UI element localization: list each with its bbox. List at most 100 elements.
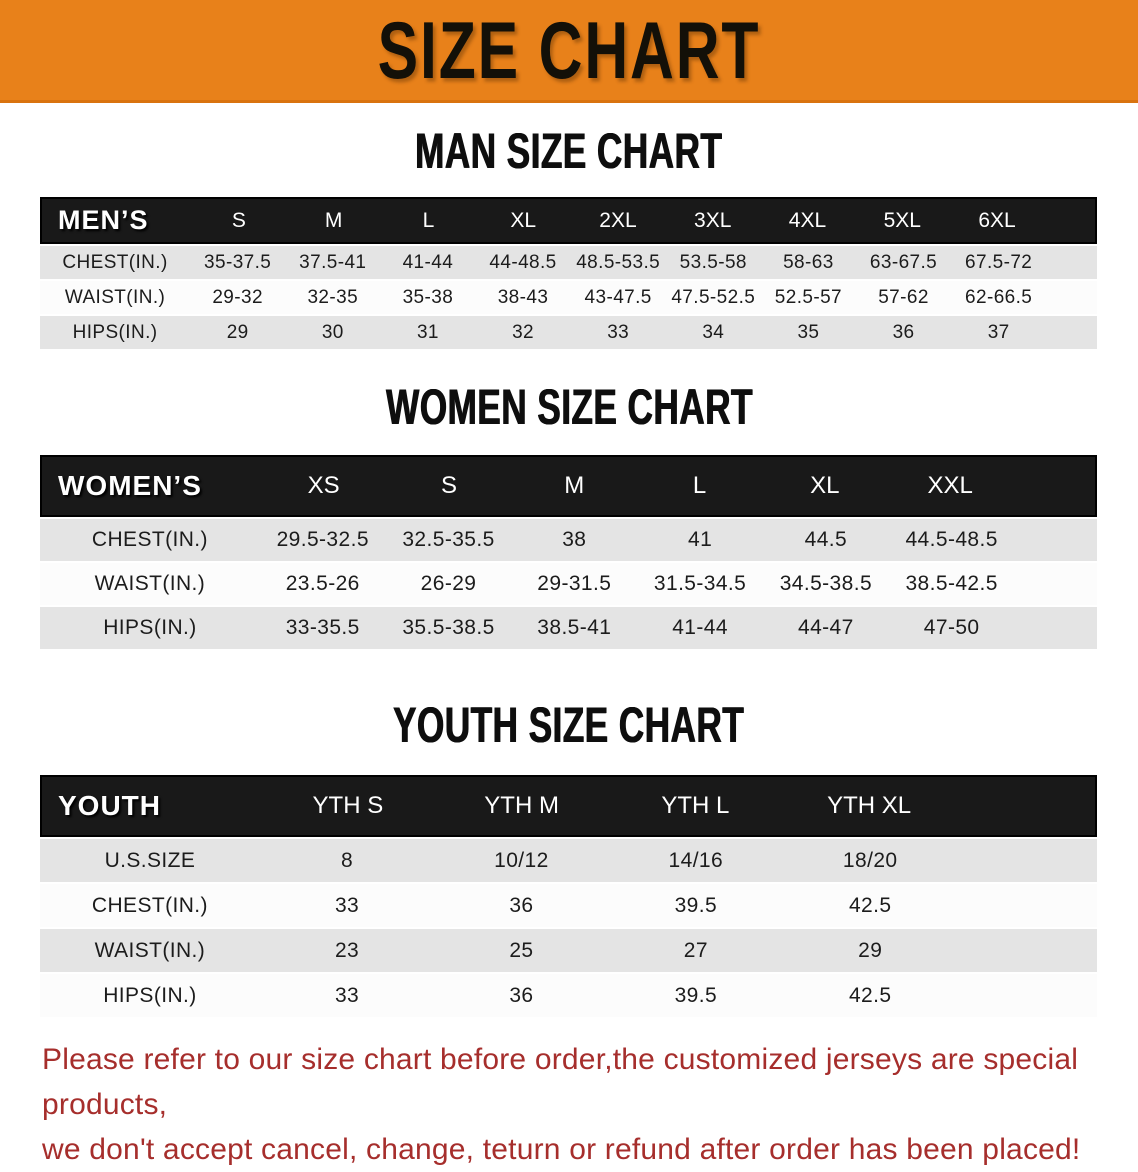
women-size-table: WOMEN’S XS S M L XL XXL CHEST(IN.) 29.5-… <box>40 455 1097 649</box>
value-cell: 35 <box>797 321 820 343</box>
women-header-row: WOMEN’S XS S M L XL XXL <box>40 455 1097 517</box>
men-size-col-6xl: 6XL <box>978 208 1016 232</box>
value-cell: 37.5-41 <box>299 251 367 273</box>
value-cell: 44-47 <box>798 616 854 639</box>
value-cell: 67.5-72 <box>965 251 1033 273</box>
value-cell: 23.5-26 <box>285 572 360 595</box>
value-cell: 41 <box>687 528 713 551</box>
youth-size-table: YOUTH YTH S YTH M YTH L YTH XL U.S.SIZE … <box>40 775 1097 1017</box>
value-cell: 38.5-41 <box>537 616 612 639</box>
row-label-cell: U.S.SIZE <box>104 848 196 872</box>
women-size-col-xxl: XXL <box>927 472 973 499</box>
value-cell: 35.5-38.5 <box>402 616 495 639</box>
value-cell: 18/20 <box>842 848 898 872</box>
value-cell: 36 <box>509 983 534 1007</box>
disclaimer-line-1: Please refer to our size chart before or… <box>42 1043 1079 1121</box>
row-label-cell: WAIST(IN.) <box>94 572 206 595</box>
value-cell: 47.5-52.5 <box>671 286 756 308</box>
youth-size-col-xl: YTH XL <box>827 792 912 819</box>
women-section-heading: WOMEN SIZE CHART <box>0 380 1138 435</box>
men-section-heading: MAN SIZE CHART <box>0 124 1138 179</box>
value-cell: 27 <box>683 938 708 962</box>
men-size-col-l: L <box>422 208 435 232</box>
women-size-col-l: L <box>692 472 707 499</box>
value-cell: 43-47.5 <box>584 286 652 308</box>
value-cell: 30 <box>321 321 344 343</box>
value-cell: 34 <box>702 321 725 343</box>
value-cell: 58-63 <box>783 251 834 273</box>
value-cell: 36 <box>892 321 915 343</box>
value-cell: 29-31.5 <box>537 572 612 595</box>
youth-ussize-row: U.S.SIZE 8 10/12 14/16 18/20 <box>40 839 1097 882</box>
men-size-table: MEN’S S M L XL 2XL 3XL 4XL 5XL 6XL CHEST… <box>40 197 1097 349</box>
youth-size-col-l: YTH L <box>661 792 730 819</box>
men-hips-row: HIPS(IN.) 29 30 31 32 33 34 35 36 37 <box>40 316 1097 349</box>
youth-heading-text: YOUTH SIZE CHART <box>393 697 745 753</box>
row-label-cell: WAIST(IN.) <box>94 938 206 962</box>
disclaimer-line-2: we don't accept cancel, change, teturn o… <box>42 1133 1081 1166</box>
women-size-col-m: M <box>564 472 585 499</box>
men-chest-row: CHEST(IN.) 35-37.5 37.5-41 41-44 44-48.5… <box>40 246 1097 279</box>
value-cell: 36 <box>509 893 534 917</box>
value-cell: 33 <box>607 321 630 343</box>
value-cell: 8 <box>340 848 354 872</box>
men-waist-row: WAIST(IN.) 29-32 32-35 35-38 38-43 43-47… <box>40 281 1097 314</box>
youth-waist-row: WAIST(IN.) 23 25 27 29 <box>40 929 1097 972</box>
women-hips-row: HIPS(IN.) 33-35.5 35.5-38.5 38.5-41 41-4… <box>40 607 1097 649</box>
row-label-cell: WAIST(IN.) <box>64 286 166 308</box>
youth-size-col-m: YTH M <box>484 792 559 819</box>
men-size-col-s: S <box>231 208 246 232</box>
youth-header-row: YOUTH YTH S YTH M YTH L YTH XL <box>40 775 1097 837</box>
value-cell: 53.5-58 <box>679 251 747 273</box>
men-size-col-xl: XL <box>510 208 537 232</box>
value-cell: 29-32 <box>212 286 263 308</box>
value-cell: 62-66.5 <box>965 286 1033 308</box>
value-cell: 44.5 <box>804 528 848 551</box>
value-cell: 42.5 <box>848 893 892 917</box>
value-cell: 33-35.5 <box>285 616 360 639</box>
value-cell: 32-35 <box>307 286 359 308</box>
value-cell: 63-67.5 <box>869 251 938 273</box>
banner-title: SIZE CHART <box>377 4 761 96</box>
value-cell: 37 <box>987 321 1010 343</box>
footer-disclaimer: Please refer to our size chart before or… <box>42 1037 1138 1172</box>
value-cell: 33 <box>334 893 360 917</box>
value-cell: 47-50 <box>923 616 980 639</box>
value-cell: 34.5-38.5 <box>779 572 873 595</box>
row-label-cell: HIPS(IN.) <box>103 983 197 1007</box>
youth-chest-row: CHEST(IN.) 33 36 39.5 42.5 <box>40 884 1097 927</box>
value-cell: 29 <box>226 321 249 343</box>
women-size-col-s: S <box>440 472 457 499</box>
value-cell: 57-62 <box>878 286 929 308</box>
value-cell: 31.5-34.5 <box>653 572 747 595</box>
women-size-col-xs: XS <box>307 472 340 499</box>
women-corner-cell: WOMEN’S <box>58 470 202 501</box>
value-cell: 41-44 <box>672 616 728 639</box>
value-cell: 38.5-42.5 <box>905 572 998 595</box>
women-heading-text: WOMEN SIZE CHART <box>385 379 753 435</box>
men-size-col-4xl: 4XL <box>788 208 827 232</box>
value-cell: 52.5-57 <box>774 286 843 308</box>
value-cell: 32.5-35.5 <box>402 528 495 551</box>
value-cell: 38 <box>562 528 587 551</box>
men-size-col-3xl: 3XL <box>694 208 732 232</box>
value-cell: 35-37.5 <box>204 251 272 273</box>
value-cell: 41-44 <box>402 251 454 273</box>
value-cell: 38-43 <box>497 286 549 308</box>
value-cell: 29.5-32.5 <box>276 528 369 551</box>
value-cell: 31 <box>416 321 439 343</box>
men-size-col-5xl: 5XL <box>883 208 921 232</box>
value-cell: 39.5 <box>674 983 718 1007</box>
row-label-cell: CHEST(IN.) <box>62 251 168 273</box>
men-size-col-m: M <box>324 208 343 232</box>
value-cell: 39.5 <box>674 893 718 917</box>
row-label-cell: CHEST(IN.) <box>91 893 208 917</box>
youth-size-col-s: YTH S <box>312 792 384 819</box>
value-cell: 42.5 <box>848 983 892 1007</box>
value-cell: 25 <box>509 938 534 962</box>
row-label-cell: CHEST(IN.) <box>91 528 208 551</box>
value-cell: 32 <box>512 321 534 343</box>
women-waist-row: WAIST(IN.) 23.5-26 26-29 29-31.5 31.5-34… <box>40 563 1097 605</box>
men-header-row: MEN’S S M L XL 2XL 3XL 4XL 5XL 6XL <box>40 197 1097 244</box>
row-label-cell: HIPS(IN.) <box>72 321 158 343</box>
